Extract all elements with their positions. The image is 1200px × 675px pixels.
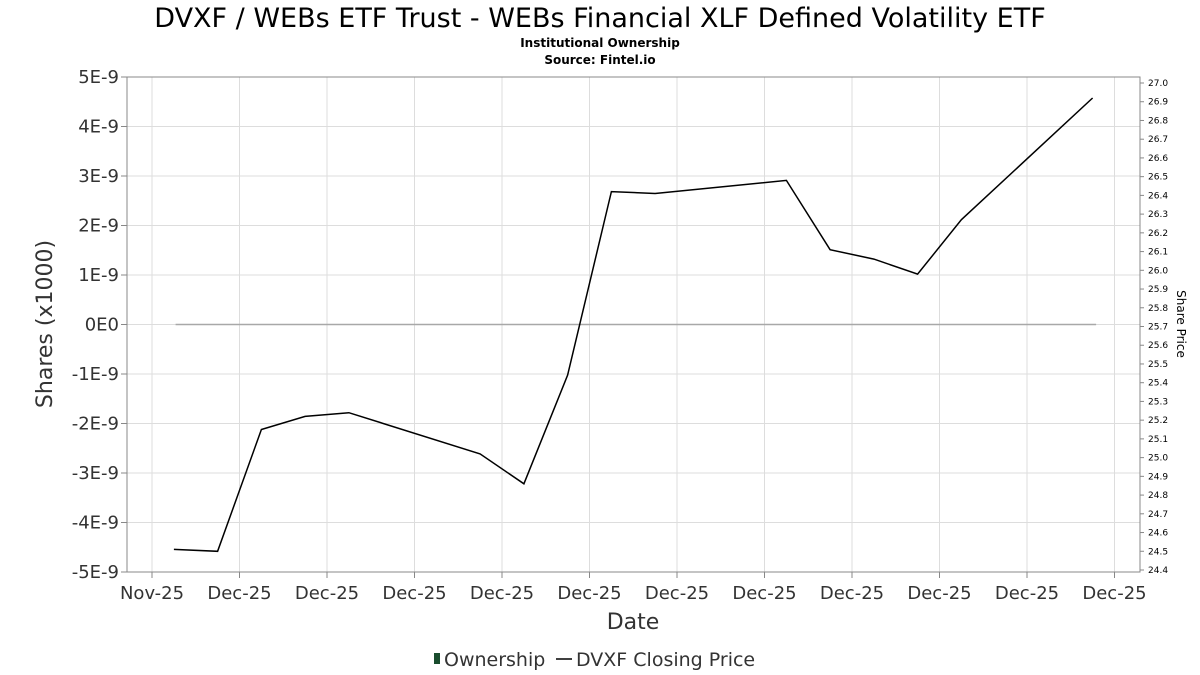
chart-subtitle: Institutional Ownership <box>520 36 680 50</box>
chart-title: DVXF / WEBs ETF Trust - WEBs Financial X… <box>154 3 1045 34</box>
right-tick-label: 26.5 <box>1148 173 1168 183</box>
left-tick-label: -5E-9 <box>72 562 119 583</box>
right-tick-label: 25.7 <box>1148 323 1168 333</box>
x-tick-label: Dec-25 <box>207 583 271 604</box>
left-tick-label: 5E-9 <box>78 67 119 88</box>
x-tick-label: Dec-25 <box>557 583 621 604</box>
right-tick-label: 25.3 <box>1148 397 1168 407</box>
legend-swatch-ownership <box>434 653 440 664</box>
right-tick-label: 26.1 <box>1148 248 1168 258</box>
right-tick-label: 25.2 <box>1148 416 1168 426</box>
x-tick-label: Dec-25 <box>382 583 446 604</box>
right-tick-label: 26.7 <box>1148 135 1168 145</box>
left-tick-label: -1E-9 <box>72 364 119 385</box>
x-axis-title: Date <box>607 610 660 635</box>
x-tick-label: Nov-25 <box>120 583 184 604</box>
series-lines <box>173 97 1097 553</box>
left-tick-label: 1E-9 <box>78 265 119 286</box>
legend-label-price: DVXF Closing Price <box>576 649 755 671</box>
right-tick-label: 24.4 <box>1148 566 1168 576</box>
right-tick-label: 25.1 <box>1148 435 1168 445</box>
left-axis-title: Shares (x1000) <box>33 240 58 408</box>
right-tick-label: 25.6 <box>1148 341 1168 351</box>
x-tick-label: Dec-25 <box>995 583 1059 604</box>
right-tick-label: 24.9 <box>1148 472 1168 482</box>
legend: Ownership DVXF Closing Price <box>434 649 755 671</box>
left-tick-label: -2E-9 <box>72 414 119 435</box>
x-tick-label: Dec-25 <box>295 583 359 604</box>
x-tick-label: Dec-25 <box>1082 583 1146 604</box>
right-tick-label: 24.5 <box>1148 547 1168 557</box>
left-tick-label: -4E-9 <box>72 513 119 534</box>
right-tick-label: 26.2 <box>1148 229 1168 239</box>
chart-source: Source: Fintel.io <box>544 53 655 67</box>
right-tick-label: 25.5 <box>1148 360 1168 370</box>
right-tick-label: 25.8 <box>1148 304 1168 314</box>
left-axis: 5E-9 4E-9 3E-9 2E-9 1E-9 0E0 -1E-9 -2E-9 -3E-9 -4… <box>72 67 127 583</box>
right-axis: 27.0 26.9 26.8 26.7 26.6 26.5 26.4 26.3 26.2 26.1… <box>1140 79 1168 576</box>
x-tick-label: Dec-25 <box>470 583 534 604</box>
right-axis-title: Share Price <box>1174 290 1188 358</box>
left-tick-label: 2E-9 <box>78 216 119 237</box>
right-tick-label: 24.6 <box>1148 529 1168 539</box>
right-tick-label: 24.7 <box>1148 510 1168 520</box>
right-tick-label: 26.9 <box>1148 98 1168 108</box>
right-tick-label: 26.0 <box>1148 266 1168 276</box>
series-price-line <box>173 97 1094 553</box>
right-tick-label: 25.9 <box>1148 285 1168 295</box>
left-tick-label: 3E-9 <box>78 166 119 187</box>
left-tick-label: 0E0 <box>85 315 119 336</box>
x-tick-label: Dec-25 <box>645 583 709 604</box>
x-axis: Nov-25 Dec-25 Dec-25 Dec-25 Dec-25 Dec-25 Dec-… <box>120 572 1147 604</box>
right-tick-label: 26.8 <box>1148 116 1168 126</box>
x-tick-label: Dec-25 <box>907 583 971 604</box>
right-tick-label: 25.0 <box>1148 454 1168 464</box>
right-tick-label: 25.4 <box>1148 379 1168 389</box>
x-tick-label: Dec-25 <box>732 583 796 604</box>
x-tick-label: Dec-25 <box>820 583 884 604</box>
legend-label-ownership: Ownership <box>444 649 545 671</box>
left-tick-label: 4E-9 <box>78 117 119 138</box>
right-tick-label: 26.3 <box>1148 210 1168 220</box>
right-tick-label: 26.4 <box>1148 191 1168 201</box>
right-tick-label: 26.6 <box>1148 154 1168 164</box>
right-tick-label: 27.0 <box>1148 79 1168 89</box>
left-tick-label: -3E-9 <box>72 463 119 484</box>
right-tick-label: 24.8 <box>1148 491 1168 501</box>
